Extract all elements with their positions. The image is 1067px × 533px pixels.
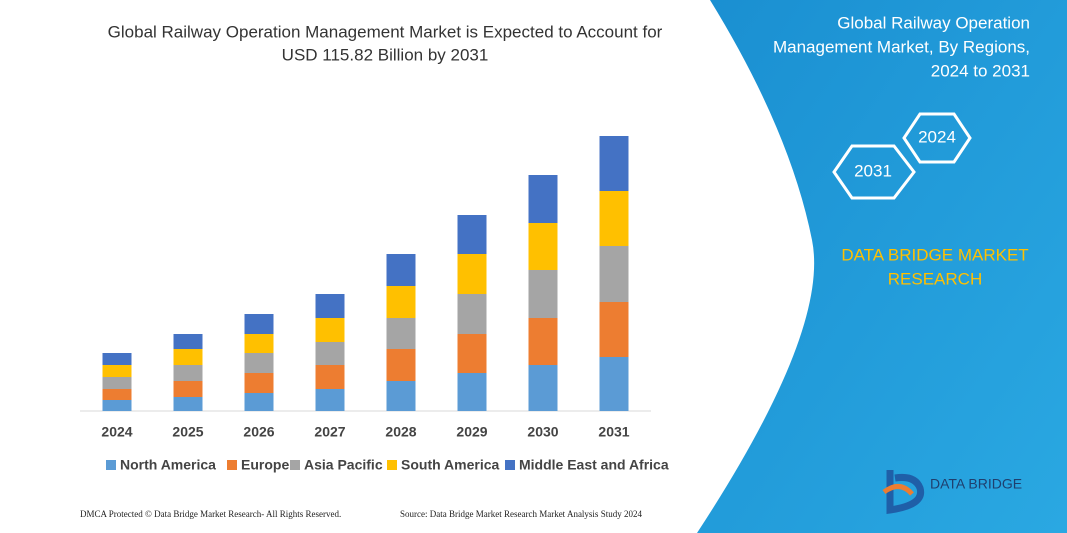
x-tick-label: 2029 [456,424,487,440]
bar-segment [457,373,487,411]
legend-label: Asia Pacific [304,457,383,473]
hexagon-label: 2031 [854,161,892,180]
bar-segment [315,318,345,342]
bar-segment [173,365,203,381]
legend-swatch [227,460,237,470]
legend-label: South America [401,457,499,473]
bar-segment [173,334,203,349]
chart-title: Global Railway Operation Management Mark… [108,22,663,41]
legend-swatch [387,460,397,470]
bar-segment [173,397,203,411]
legend-swatch [106,460,116,470]
bar-segment [244,373,274,393]
hexagon-label: 2024 [918,127,956,146]
x-tick-label: 2028 [385,424,416,440]
x-tick-label: 2024 [101,424,132,440]
bar-segment [599,357,629,411]
x-tick-label: 2027 [314,424,345,440]
x-tick-label: 2025 [172,424,203,440]
bar-segment [599,191,629,246]
bar-segment [244,314,274,334]
bar-segment [315,342,345,365]
bar-segment [102,389,132,400]
legend-swatch [505,460,515,470]
bar-segment [599,246,629,302]
bar-segment [315,365,345,389]
bar-segment [528,175,558,223]
bar-segment [244,393,274,411]
bar-segment [244,353,274,373]
footer-left: DMCA Protected © Data Bridge Market Rese… [80,509,341,519]
bar-segment [386,318,416,349]
bar-segment [599,136,629,191]
bar-segment [102,400,132,411]
panel-title: 2024 to 2031 [931,61,1030,80]
bar-segment [386,349,416,381]
legend-label: Europe [241,457,289,473]
bar-segment [457,215,487,254]
side-panel [697,0,1067,533]
bar-segment [528,223,558,270]
bar-segment [386,381,416,411]
panel-title: Management Market, By Regions, [773,37,1030,56]
x-tick-label: 2026 [243,424,274,440]
bar-segment [173,349,203,365]
bar-segment [102,353,132,365]
bar-segment [244,334,274,353]
chart-subtitle: USD 115.82 Billion by 2031 [282,45,489,64]
bar-segment [386,286,416,318]
panel-title: Global Railway Operation [837,13,1030,32]
x-tick-label: 2030 [527,424,558,440]
bar-segment [528,318,558,365]
footer-right: Source: Data Bridge Market Research Mark… [400,509,642,519]
logo-text: DATA BRIDGE [930,476,1022,492]
bar-segment [599,302,629,357]
hexagon [902,112,972,164]
bar-segment [315,389,345,411]
bar-segment [528,365,558,411]
bar-segment [315,294,345,318]
hexagon [832,144,916,200]
bar-segment [173,381,203,397]
bar-segment [457,294,487,334]
logo-mark [886,470,925,515]
bar-segment [457,254,487,294]
bar-segment [102,377,132,389]
bar-segment [386,254,416,286]
legend-label: Middle East and Africa [519,457,669,473]
x-tick-label: 2031 [598,424,629,440]
brand-text: RESEARCH [888,269,982,288]
legend-swatch [290,460,300,470]
logo-mark [882,484,914,496]
legend-label: North America [120,457,216,473]
bar-segment [102,365,132,377]
bar-segment [457,334,487,373]
bar-segment [528,270,558,318]
brand-text: DATA BRIDGE MARKET [841,245,1028,264]
